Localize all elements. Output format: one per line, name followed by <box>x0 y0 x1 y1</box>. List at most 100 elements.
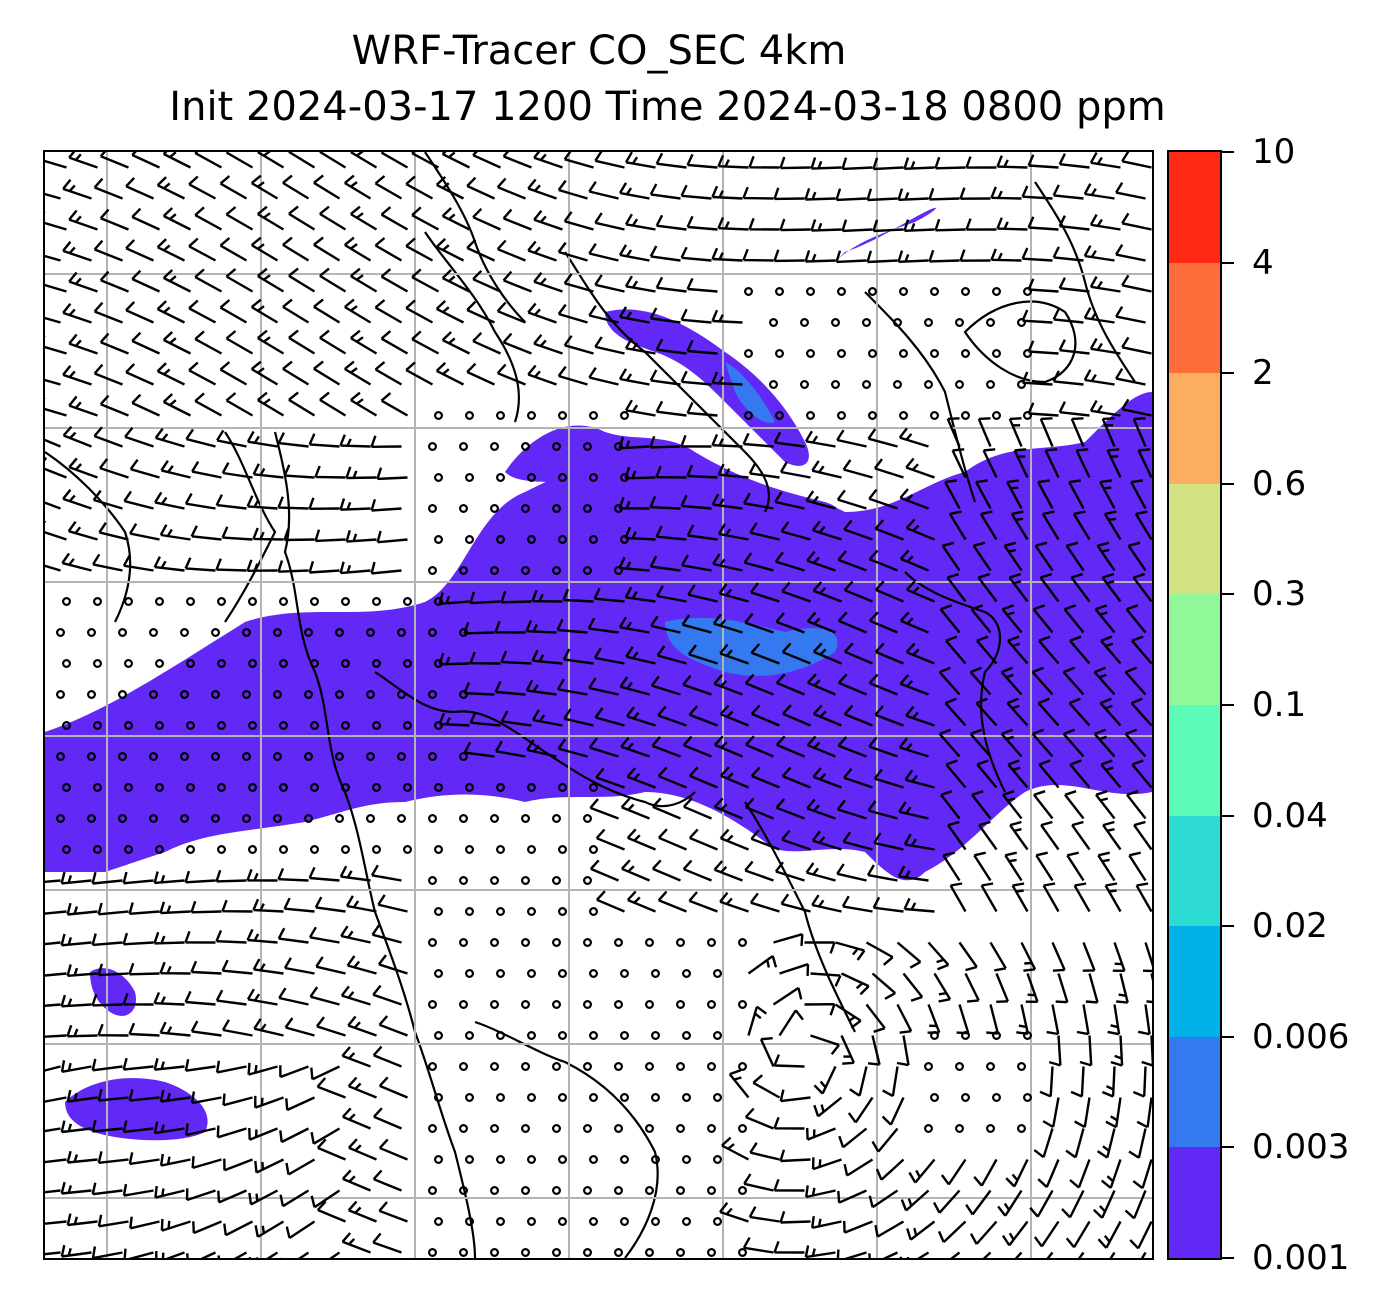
calm-wind-circle <box>434 720 444 730</box>
calm-wind-circle <box>552 442 562 452</box>
calm-wind-circle <box>217 844 227 854</box>
wind-barb <box>62 241 92 262</box>
wind-barb <box>45 972 67 977</box>
wind-barb <box>463 741 495 758</box>
calm-wind-circle <box>279 844 289 854</box>
calm-wind-circle <box>186 844 196 854</box>
colorbar-segment <box>1169 594 1220 706</box>
calm-wind-circle <box>217 659 227 669</box>
wind-barb <box>248 1127 278 1141</box>
wind-barb <box>938 728 961 758</box>
wind-barb <box>836 799 867 820</box>
wind-barb <box>908 1158 936 1184</box>
wind-barb <box>805 490 836 510</box>
wind-barb <box>563 211 594 231</box>
calm-wind-circle <box>428 813 438 823</box>
wind-barb <box>405 237 434 262</box>
wind-barb <box>680 184 712 200</box>
calm-wind-circle <box>582 1061 592 1071</box>
wind-barb <box>843 580 873 603</box>
calm-wind-circle <box>588 906 598 916</box>
wind-barb <box>1089 214 1121 231</box>
wind-barb <box>680 554 712 572</box>
calm-wind-circle <box>148 689 158 699</box>
wind-barb <box>982 1251 992 1258</box>
wind-barb <box>1069 635 1091 665</box>
wind-barb <box>68 395 98 417</box>
wind-barb <box>927 941 950 971</box>
calm-wind-circle <box>217 720 227 730</box>
calm-wind-circle <box>552 566 562 576</box>
calm-wind-circle <box>403 782 413 792</box>
calm-wind-circle <box>490 442 500 452</box>
calm-wind-circle <box>117 751 127 761</box>
calm-wind-circle <box>650 1216 660 1226</box>
wind-barb <box>721 1136 750 1161</box>
wind-barb <box>899 549 929 572</box>
wind-barb <box>91 1058 123 1072</box>
calm-wind-circle <box>681 1030 691 1040</box>
wind-barb <box>217 1189 247 1204</box>
wind-barb <box>526 739 557 758</box>
calm-wind-circle <box>929 1030 939 1040</box>
coastline-path <box>45 451 132 623</box>
calm-wind-circle <box>588 1216 598 1226</box>
wind-barb <box>958 941 978 972</box>
wind-barb <box>1011 882 1029 913</box>
wind-barb <box>719 704 749 727</box>
wind-barb <box>1031 728 1054 758</box>
wind-barb <box>805 1185 836 1199</box>
wind-barb <box>1083 369 1115 386</box>
wind-barb <box>223 1158 253 1172</box>
calm-wind-circle <box>960 349 970 359</box>
calm-wind-circle <box>527 844 537 854</box>
wind-barb <box>45 1127 61 1133</box>
wind-barb <box>813 1065 837 1095</box>
wind-barb <box>563 152 594 169</box>
wind-barb <box>339 498 371 511</box>
wind-barb <box>341 1169 371 1192</box>
calm-wind-circle <box>892 380 902 390</box>
map-title-line2: Init 2024-03-17 1200 Time 2024-03-18 080… <box>169 84 1166 130</box>
wind-barb <box>188 237 217 262</box>
wind-barb <box>624 337 656 355</box>
wind-barb <box>1039 572 1060 603</box>
wind-barb <box>469 651 501 665</box>
wind-barb <box>806 1127 836 1141</box>
wind-barb <box>655 152 687 169</box>
calm-wind-circle <box>397 689 407 699</box>
calm-wind-circle <box>527 411 537 421</box>
calm-wind-circle <box>459 813 469 823</box>
wind-barb <box>128 1152 160 1166</box>
wind-barb <box>377 954 408 975</box>
wind-barb <box>319 152 347 169</box>
wind-barb <box>748 155 780 169</box>
wind-barb <box>621 859 650 882</box>
wind-barb <box>370 498 402 512</box>
calm-wind-circle <box>613 1247 623 1257</box>
wind-barb <box>905 518 935 541</box>
calm-wind-circle <box>521 442 531 452</box>
wind-barb <box>779 218 811 232</box>
wind-barb <box>594 336 625 355</box>
wind-barb <box>874 580 904 603</box>
wind-barb <box>128 902 160 915</box>
wind-barb <box>1003 541 1023 572</box>
wind-barb <box>836 863 867 882</box>
calm-wind-circle <box>619 1154 629 1164</box>
wind-barb <box>869 611 898 634</box>
wind-barb <box>905 642 935 665</box>
wind-barb <box>618 368 650 386</box>
wind-barb <box>285 1220 316 1240</box>
wind-barb <box>466 176 495 200</box>
calm-wind-circle <box>805 287 815 297</box>
wind-barb <box>1075 448 1091 479</box>
calm-wind-circle <box>434 906 444 916</box>
wind-barb <box>649 183 681 200</box>
wind-barb <box>280 1251 310 1258</box>
wind-barb <box>618 616 650 634</box>
calm-wind-circle <box>650 1030 660 1040</box>
calm-wind-circle <box>650 1154 660 1164</box>
colorbar-segment <box>1169 705 1220 817</box>
wind-barb <box>872 896 904 913</box>
